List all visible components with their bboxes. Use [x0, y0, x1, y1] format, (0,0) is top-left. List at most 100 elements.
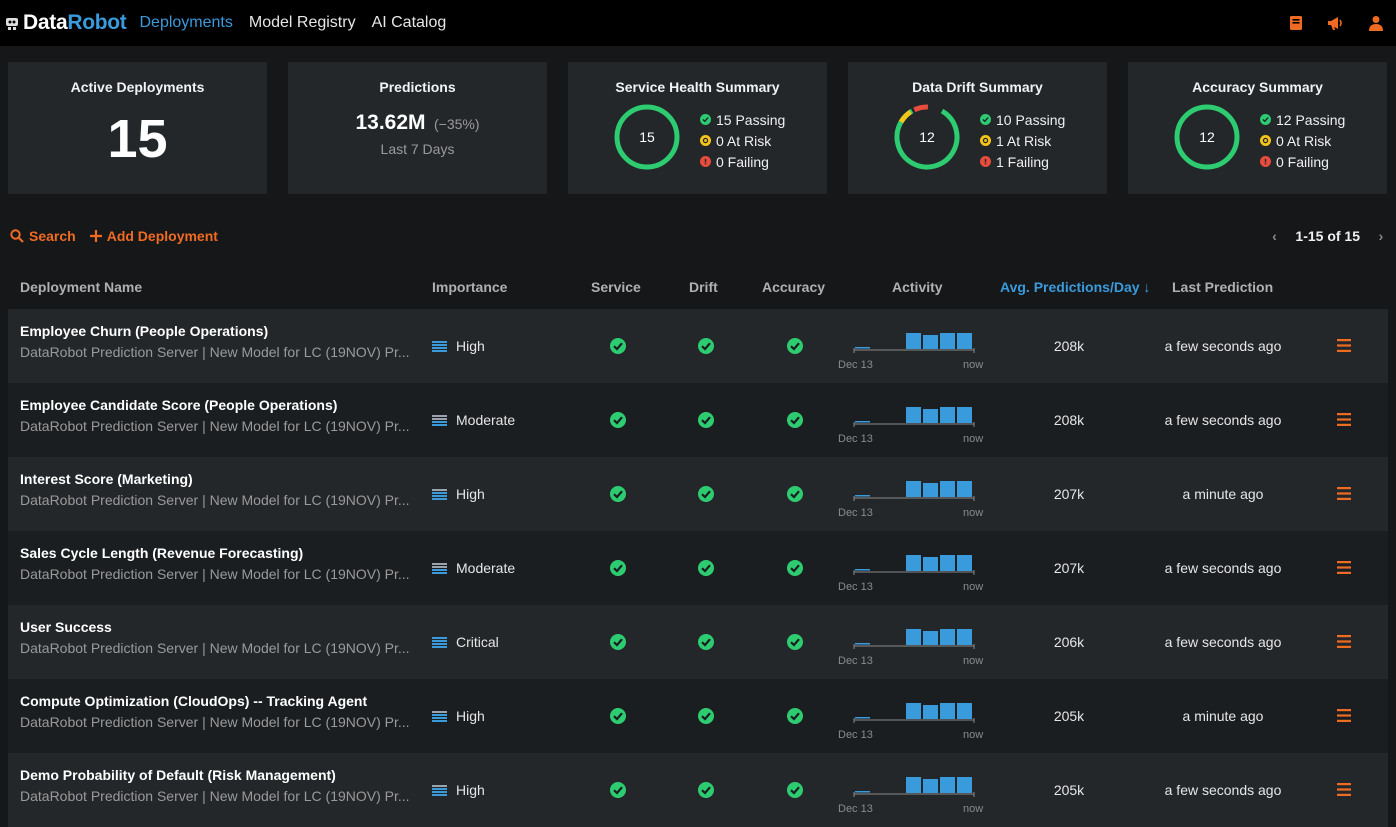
sort-down-icon: ↓	[1143, 279, 1151, 295]
status-at-risk: 0 At Risk	[1260, 130, 1345, 151]
drift-check-icon	[698, 338, 714, 354]
data-drift-count: 12	[919, 129, 935, 145]
row-menu-icon[interactable]	[1337, 709, 1351, 722]
deployment-subtitle: DataRobot Prediction Server | New Model …	[20, 492, 410, 508]
failing-icon	[980, 156, 991, 167]
importance-cell: High	[432, 486, 485, 502]
svg-text:Dec 13: Dec 13	[838, 507, 873, 519]
drift-check-icon	[698, 486, 714, 502]
activity-sparkline: Dec 13 now	[838, 481, 983, 519]
drift-check-icon	[698, 634, 714, 650]
deployment-name[interactable]: User Success	[20, 619, 112, 635]
datarobot-logo[interactable]: DataRobot	[4, 0, 127, 46]
service-health-count: 15	[639, 129, 655, 145]
drift-check-icon	[698, 782, 714, 798]
svg-text:Dec 13: Dec 13	[838, 655, 873, 667]
svg-text:now: now	[963, 729, 983, 741]
card-title: Predictions	[379, 79, 456, 95]
card-title: Active Deployments	[70, 79, 205, 95]
accuracy-check-icon	[787, 708, 803, 724]
add-deployment-button[interactable]: Add Deployment	[89, 228, 218, 244]
row-menu-icon[interactable]	[1337, 413, 1351, 426]
header-avg-predictions[interactable]: Avg. Predictions/Day ↓	[1000, 279, 1151, 295]
row-menu-icon[interactable]	[1337, 339, 1351, 352]
last-prediction: a minute ago	[1182, 708, 1264, 724]
deployment-subtitle: DataRobot Prediction Server | New Model …	[20, 344, 410, 360]
header-last-prediction[interactable]: Last Prediction	[1172, 279, 1274, 295]
avg-predictions: 207k	[1053, 486, 1085, 502]
nav-ai-catalog[interactable]: AI Catalog	[371, 14, 447, 31]
table-row[interactable]: Interest Score (Marketing) DataRobot Pre…	[8, 457, 1388, 531]
data-drift-card: Data Drift Summary 12 10 Passing 1 At Ri…	[848, 62, 1107, 194]
svg-text:Dec 13: Dec 13	[838, 803, 873, 815]
header-deployment-name[interactable]: Deployment Name	[20, 279, 143, 295]
table-row[interactable]: Sales Cycle Length (Revenue Forecasting)…	[8, 531, 1388, 605]
svg-text:now: now	[963, 655, 983, 667]
header-drift[interactable]: Drift	[689, 279, 718, 295]
book-icon[interactable]	[1286, 13, 1306, 33]
table-header: Deployment Name Importance Service Drift…	[8, 279, 1388, 295]
importance-icon	[432, 784, 447, 796]
header-accuracy[interactable]: Accuracy	[762, 279, 826, 295]
service-health-ring	[614, 104, 680, 170]
prev-page-icon[interactable]: ‹	[1272, 228, 1277, 244]
nav-model-registry[interactable]: Model Registry	[248, 14, 356, 31]
header-activity[interactable]: Activity	[892, 279, 943, 295]
last-prediction: a minute ago	[1182, 486, 1264, 502]
row-menu-icon[interactable]	[1337, 635, 1351, 648]
last-prediction: a few seconds ago	[1164, 634, 1282, 650]
status-passing: 12 Passing	[1260, 109, 1345, 130]
row-menu-icon[interactable]	[1337, 487, 1351, 500]
drift-check-icon	[698, 412, 714, 428]
activity-sparkline: Dec 13 now	[838, 407, 983, 445]
avg-predictions: 205k	[1053, 708, 1085, 724]
table-row[interactable]: User Success DataRobot Prediction Server…	[8, 605, 1388, 679]
data-drift-status-list: 10 Passing 1 At Risk 1 Failing	[980, 109, 1065, 172]
active-deployments-card: Active Deployments 15	[8, 62, 267, 194]
status-at-risk: 0 At Risk	[700, 130, 785, 151]
nav-deployments[interactable]: Deployments	[139, 14, 233, 31]
table-row[interactable]: Compute Optimization (CloudOps) -- Track…	[8, 679, 1388, 753]
importance-icon	[432, 710, 447, 722]
activity-sparkline: Dec 13 now	[838, 333, 983, 371]
deployment-name[interactable]: Employee Candidate Score (People Operati…	[20, 397, 338, 413]
deployment-subtitle: DataRobot Prediction Server | New Model …	[20, 418, 410, 434]
service-check-icon	[610, 708, 626, 724]
card-title: Data Drift Summary	[912, 79, 1043, 95]
data-drift-ring	[894, 104, 960, 170]
status-failing: 0 Failing	[700, 151, 785, 172]
main-nav: Deployments Model Registry AI Catalog	[139, 14, 462, 32]
status-passing: 10 Passing	[980, 109, 1065, 130]
deployment-name[interactable]: Sales Cycle Length (Revenue Forecasting)	[20, 545, 304, 561]
importance-cell: High	[432, 338, 485, 354]
importance-icon	[432, 340, 447, 352]
svg-text:now: now	[963, 581, 983, 593]
accuracy-check-icon	[787, 560, 803, 576]
svg-text:now: now	[963, 433, 983, 445]
accuracy-status-list: 12 Passing 0 At Risk 0 Failing	[1260, 109, 1345, 172]
header-importance[interactable]: Importance	[432, 279, 508, 295]
avg-predictions: 207k	[1053, 560, 1085, 576]
deployment-name[interactable]: Demo Probability of Default (Risk Manage…	[20, 767, 336, 783]
service-check-icon	[610, 782, 626, 798]
table-row[interactable]: Demo Probability of Default (Risk Manage…	[8, 753, 1388, 827]
last-prediction: a few seconds ago	[1164, 338, 1282, 354]
next-page-icon[interactable]: ›	[1378, 228, 1384, 244]
predictions-value-row: 13.62M (−35%)	[288, 111, 547, 135]
service-check-icon	[610, 486, 626, 502]
deployment-name[interactable]: Compute Optimization (CloudOps) -- Track…	[20, 693, 368, 709]
megaphone-icon[interactable]	[1326, 13, 1346, 33]
status-at-risk: 1 At Risk	[980, 130, 1065, 151]
deployment-name[interactable]: Interest Score (Marketing)	[20, 471, 193, 487]
search-button[interactable]: Search	[10, 228, 76, 244]
at-risk-icon	[700, 135, 711, 146]
header-service[interactable]: Service	[591, 279, 641, 295]
row-menu-icon[interactable]	[1337, 783, 1351, 796]
service-check-icon	[610, 634, 626, 650]
table-row[interactable]: Employee Candidate Score (People Operati…	[8, 383, 1388, 457]
row-menu-icon[interactable]	[1337, 561, 1351, 574]
table-row[interactable]: Employee Churn (People Operations) DataR…	[8, 309, 1388, 383]
deployment-name[interactable]: Employee Churn (People Operations)	[20, 323, 269, 339]
user-icon[interactable]	[1366, 13, 1386, 33]
importance-cell: Moderate	[432, 412, 515, 428]
